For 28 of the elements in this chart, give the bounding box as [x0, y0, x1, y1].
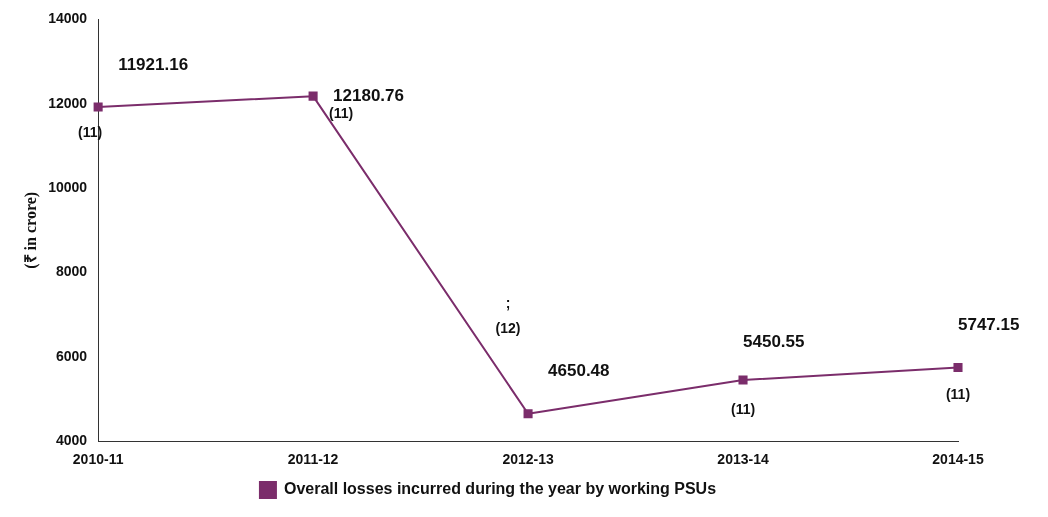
y-tick-label: 10000: [48, 178, 88, 195]
x-tick-label: 2011-12: [287, 451, 339, 468]
point: [953, 362, 963, 373]
data-label: 4650.48: [548, 361, 610, 381]
y-tick-label: 12000: [48, 94, 88, 111]
y-tick-label: 6000: [55, 347, 88, 364]
point: [93, 102, 103, 112]
x-tick-label: 2012-13: [502, 451, 554, 468]
annotation: (12): [495, 319, 521, 336]
x-tick-label: 2014-15: [932, 451, 984, 468]
annotation: (11): [730, 400, 756, 417]
x-tick-label: 2013-14: [717, 451, 769, 468]
data-label: 12180.76: [333, 85, 404, 105]
y-tick-label: 14000: [48, 10, 88, 27]
annotation: (11): [945, 386, 971, 403]
legend-label: Overall losses incurred during the year by working PSUs: [283, 480, 717, 498]
y-axis-title: (₹ in crore): [21, 191, 40, 269]
point: [308, 91, 318, 101]
y-tick-label: 8000: [55, 263, 88, 280]
point: [523, 409, 533, 419]
data-label: 5747.15: [958, 315, 1020, 335]
data-label: 11921.16: [118, 54, 189, 74]
x-tick-label: 2010-11: [72, 451, 124, 468]
data-label: 5450.55: [743, 331, 805, 351]
y-tick-label: 4000: [55, 432, 88, 449]
point: [738, 375, 748, 385]
annotation: ;: [505, 294, 511, 311]
annotation: (11): [329, 104, 354, 121]
